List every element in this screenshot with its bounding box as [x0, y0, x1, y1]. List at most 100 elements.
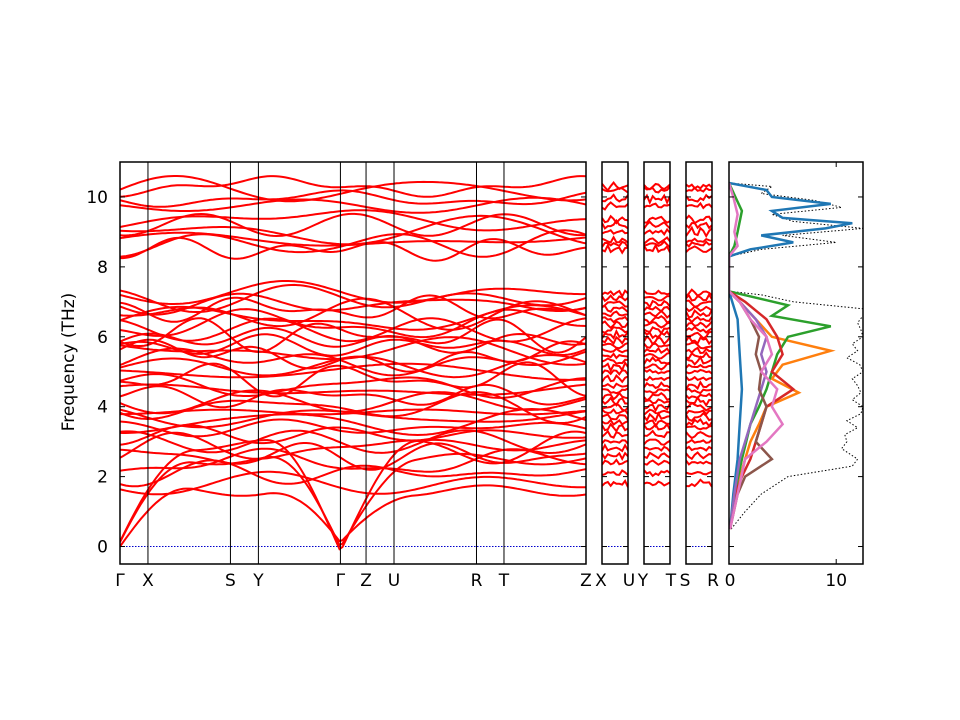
optical-branch — [644, 356, 670, 365]
optical-branch — [120, 209, 586, 232]
optical-branch — [602, 373, 628, 384]
optical-branch — [686, 417, 712, 428]
optical-branch — [120, 280, 586, 305]
optical-branch — [644, 381, 670, 390]
optical-branch — [686, 193, 712, 203]
optical-branch — [120, 336, 586, 366]
optical-branch — [644, 321, 670, 329]
kpoint-label: Z — [580, 571, 592, 591]
kpoint-label: T — [665, 571, 677, 591]
optical-branch — [644, 243, 670, 254]
optical-branch — [686, 201, 712, 210]
optical-branch — [602, 310, 628, 318]
band-lines — [120, 175, 586, 551]
dos-x-tick-label: 10 — [825, 571, 847, 591]
optical-branch — [602, 469, 628, 476]
optical-branch — [602, 235, 628, 244]
optical-branch — [644, 329, 670, 340]
optical-branch — [644, 220, 670, 230]
optical-branch — [644, 305, 670, 313]
dos-curve-2 — [729, 290, 836, 530]
optical-branch — [644, 438, 670, 446]
optical-branch — [686, 445, 712, 452]
optical-branch — [120, 297, 586, 331]
optical-branch — [644, 202, 670, 209]
optical-branch — [686, 392, 712, 400]
optical-branch — [686, 237, 712, 244]
optical-branch — [602, 342, 628, 350]
optical-branch — [602, 294, 628, 303]
optical-branch — [686, 375, 712, 382]
optical-branch — [686, 221, 712, 230]
optical-branch — [602, 391, 628, 401]
optical-branch — [602, 352, 628, 360]
optical-branch — [120, 383, 586, 396]
optical-branch — [602, 228, 628, 235]
optical-branch — [644, 419, 670, 429]
dos-x-tick-label: 0 — [725, 571, 736, 591]
optical-branch — [644, 326, 670, 335]
panel-frame — [119, 161, 587, 565]
optical-branch — [602, 458, 628, 466]
optical-branch — [644, 182, 670, 191]
optical-branch — [644, 299, 670, 309]
optical-branch — [644, 391, 670, 402]
optical-branch — [120, 229, 586, 258]
optical-branch — [602, 240, 628, 249]
optical-branch — [602, 335, 628, 346]
optical-branch — [644, 368, 670, 375]
y-tick-label: 4 — [97, 398, 108, 418]
optical-branch — [120, 442, 586, 471]
optical-branch — [120, 317, 586, 354]
optical-branch — [686, 395, 712, 408]
optical-branch — [120, 361, 586, 398]
y-tick-label: 2 — [97, 468, 108, 488]
optical-branch — [602, 193, 628, 203]
optical-branch — [686, 424, 712, 431]
optical-branch — [644, 469, 670, 478]
optical-branch — [644, 346, 670, 355]
optical-branch — [686, 380, 712, 391]
optical-branch — [686, 470, 712, 476]
optical-branch — [120, 447, 586, 473]
optical-branch — [686, 411, 712, 423]
optical-branch — [686, 341, 712, 350]
optical-branch — [686, 438, 712, 445]
optical-branch — [644, 289, 670, 296]
optical-branch — [120, 408, 586, 416]
optical-branch — [602, 315, 628, 324]
optical-branch — [644, 227, 670, 237]
optical-branch — [120, 383, 586, 409]
optical-branch — [686, 288, 712, 298]
panel-frame — [601, 161, 629, 565]
optical-branch — [686, 351, 712, 360]
y-axis-label: Frequency (THz) — [59, 293, 79, 432]
kpoint-label: Y — [252, 571, 264, 591]
optical-branch — [686, 186, 712, 193]
optical-branch — [644, 459, 670, 466]
dos-curve-0 — [729, 182, 863, 530]
dos-curve-4 — [729, 290, 796, 530]
optical-branch — [602, 320, 628, 330]
optical-branch — [644, 236, 670, 245]
optical-branch — [602, 214, 628, 225]
y-tick-label: 8 — [97, 258, 108, 278]
optical-branch — [644, 429, 670, 439]
optical-branch — [686, 325, 712, 334]
optical-branch — [644, 451, 670, 460]
optical-branch — [120, 373, 586, 399]
frequency-axis: 0 2 4 6 8 10 — [86, 188, 108, 558]
optical-branch — [120, 214, 586, 246]
optical-branch — [602, 382, 628, 390]
optical-branch — [686, 183, 712, 190]
optical-branch — [644, 352, 670, 360]
optical-branch — [120, 283, 586, 313]
optical-branch — [120, 308, 586, 339]
dos-curves — [729, 181, 863, 530]
optical-branch — [120, 424, 586, 446]
optical-branch — [686, 355, 712, 366]
optical-branch — [686, 240, 712, 248]
optical-branch — [686, 292, 712, 302]
